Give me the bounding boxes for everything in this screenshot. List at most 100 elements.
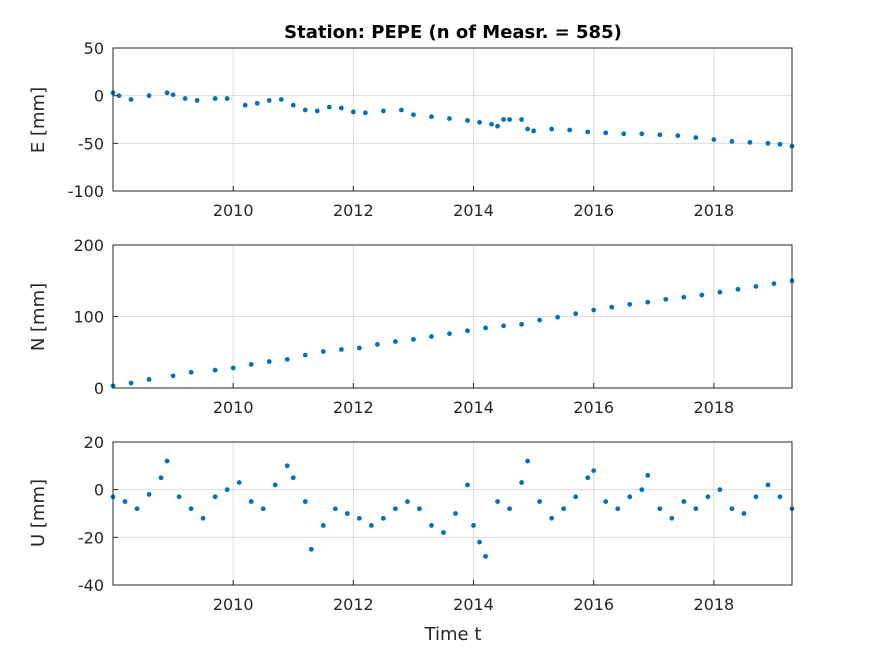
data-point-u [332,506,338,512]
data-point-e [531,128,537,134]
data-point-e [128,97,134,102]
x-tick-label: 2014 [453,595,494,614]
data-point-e [447,116,452,121]
data-point-e [314,108,320,114]
data-point-e [711,137,717,142]
data-point-n [717,289,723,295]
data-point-u [146,492,152,497]
x-tick-label: 2016 [573,398,614,417]
chart-title: Station: PEPE (n of Measr. = 585) [284,22,622,43]
data-point-u [519,480,525,485]
data-point-u [441,530,446,535]
data-point-e [254,100,260,106]
data-point-e [170,92,176,98]
data-point-n [519,321,525,327]
data-point-u [176,494,182,500]
y-tick-label-u: -40 [78,576,104,595]
data-point-u [627,494,633,500]
data-point-e [326,104,332,110]
y-tick-label-n: 200 [73,236,104,255]
data-point-e [350,109,356,115]
panel-u: U [mm] 2010 2012 2014 2016 2018 -40 -20 0 20 [28,433,795,614]
data-point-u [729,506,735,512]
x-tick-label: 2016 [573,595,614,614]
data-point-n [699,292,705,298]
x-tick-label: 2012 [333,398,374,417]
data-point-u [507,506,512,512]
data-point-n [302,352,308,358]
x-tick-label: 2010 [213,595,254,614]
data-point-n [483,325,488,331]
data-point-e [603,130,609,136]
data-point-e [278,97,284,102]
data-point-u [260,506,266,512]
x-tick-label: 2016 [573,201,614,220]
data-point-n [374,341,380,347]
y-tick-label-n: 100 [73,308,104,327]
y-axis-label-n: N [mm] [28,283,49,351]
data-point-e [477,119,482,125]
data-point-n [465,328,470,334]
data-point-u [483,554,488,559]
data-point-u [200,515,206,521]
data-point-e [116,93,122,99]
data-point-e [429,114,434,120]
data-point-n [645,299,651,305]
data-point-n [537,317,543,323]
data-point-e [501,117,506,122]
data-point-u [212,494,218,500]
data-point-u [356,515,362,521]
data-point-u [417,506,422,512]
data-point-u [344,511,350,516]
plot-frame-e [112,47,793,192]
data-point-e [489,121,494,127]
data-point-n [188,369,194,375]
data-point-n [248,362,254,367]
x-tick-label: 2014 [453,201,494,220]
y-tick-label-e: -100 [68,182,104,201]
y-tick-label-e: 0 [94,87,104,106]
data-point-n [735,286,741,292]
data-point-e [777,141,783,147]
data-point-e [465,118,470,123]
data-point-e [525,126,531,132]
data-point-u [717,487,723,493]
data-point-n [320,349,326,354]
data-point-e [411,112,416,118]
data-point-e [657,132,663,138]
data-point-u [429,523,434,528]
data-point-u [573,494,579,500]
data-point-n [128,380,134,386]
data-point-u [615,506,621,512]
data-point-e [507,117,512,122]
data-point-e [399,107,404,113]
data-point-n [411,336,416,342]
data-point-u [224,487,230,493]
data-point-e [212,96,218,101]
data-point-u [495,499,500,504]
data-point-e [302,107,308,113]
data-point-u [765,482,771,488]
data-point-n [771,281,777,287]
y-axis-label-u: U [mm] [28,479,49,547]
data-point-u [465,482,470,488]
x-tick-label: 2018 [694,595,735,614]
plot-frame-u [112,441,793,586]
data-point-u [393,506,398,512]
data-point-n [447,331,452,337]
data-point-u [236,480,242,485]
data-point-u [248,499,254,504]
data-point-u [777,494,783,500]
data-point-u [477,539,482,545]
data-point-n [609,304,615,310]
data-point-u [681,499,687,504]
data-point-u [657,506,663,512]
y-tick-label-u: -20 [78,528,104,547]
data-point-u [290,475,296,481]
data-point-u [368,523,374,528]
data-point-u [639,487,645,493]
data-point-n [681,294,687,300]
data-point-n [338,346,344,352]
data-point-e [639,131,645,137]
